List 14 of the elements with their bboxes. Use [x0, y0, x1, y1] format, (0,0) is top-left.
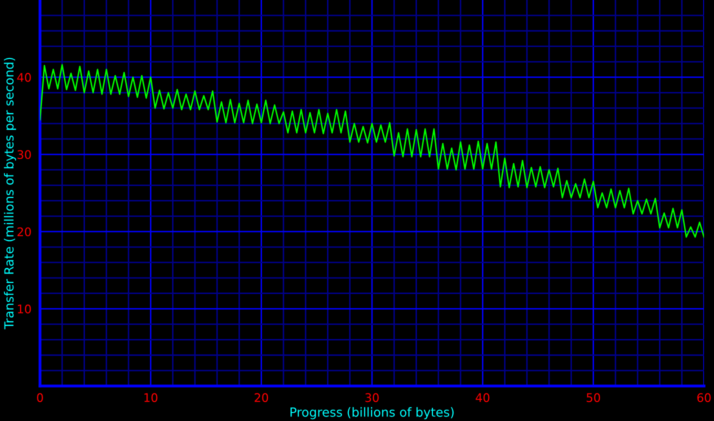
x-tick-label: 30 — [365, 393, 379, 402]
x-tick-label: 0 — [37, 393, 43, 402]
y-axis-title: Transfer Rate (millions of bytes per second) — [4, 58, 16, 330]
y-tick-label: 10 — [18, 304, 31, 314]
y-tick-label: 30 — [18, 150, 31, 160]
x-axis-title: Progress (billions of bytes) — [290, 407, 454, 420]
y-tick-label: 20 — [18, 227, 31, 236]
x-tick-label: 50 — [586, 393, 600, 402]
x-tick-label: 40 — [476, 393, 490, 402]
y-tick-label: 40 — [17, 72, 31, 82]
x-tick-label: 20 — [254, 393, 268, 402]
x-tick-label: 60 — [697, 393, 711, 402]
line-series — [40, 64, 704, 238]
x-tick-label: 10 — [144, 393, 158, 402]
